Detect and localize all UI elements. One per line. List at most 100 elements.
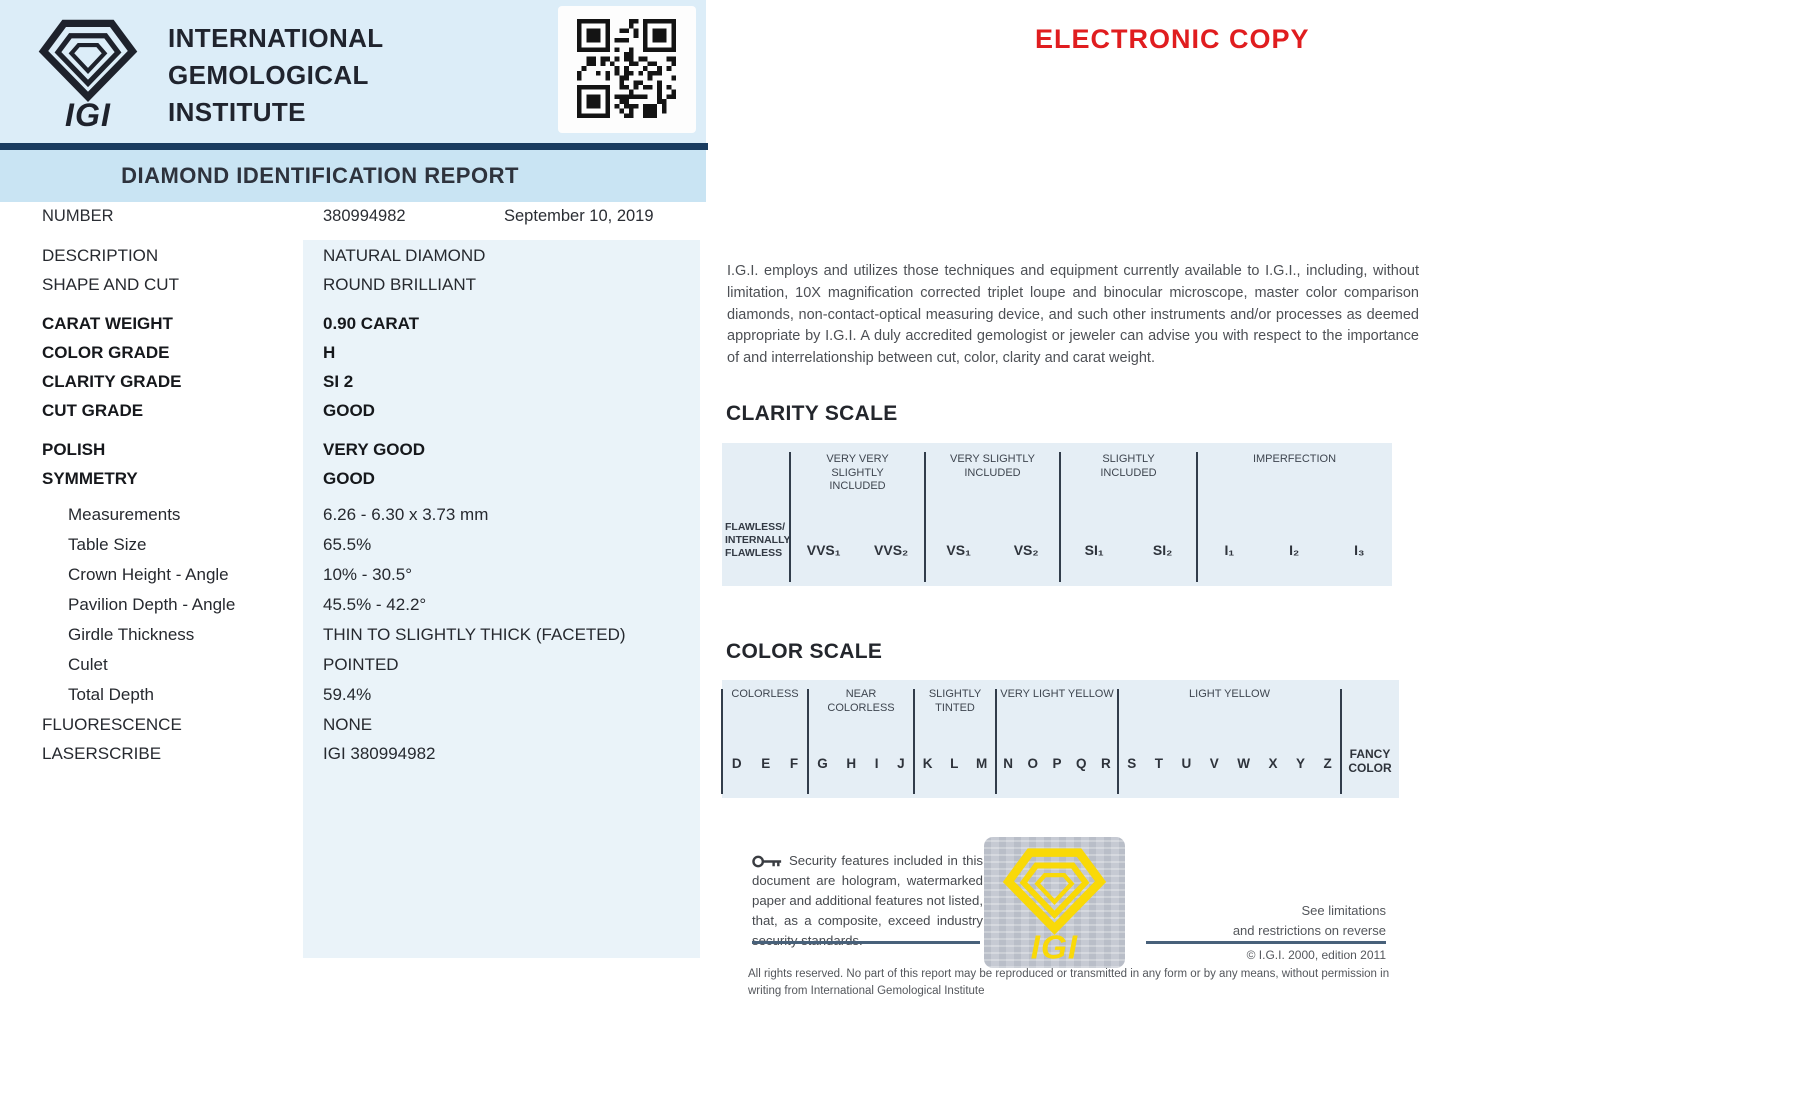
color-letter: K (922, 756, 933, 771)
attribute-row: CLARITY GRADE SI 2 (0, 372, 700, 401)
clarity-group-header: SLIGHTLY INCLUDED (1060, 443, 1197, 480)
footer-rule-right (1146, 941, 1386, 944)
igi-diamond-logo-icon: IGI (38, 19, 138, 130)
color-letter: Z (1323, 756, 1332, 771)
attribute-value: 59.4% (323, 685, 372, 704)
report-date: September 10, 2019 (504, 207, 654, 225)
color-fancy-cell: FANCY COLOR (1340, 680, 1399, 798)
color-letter: H (846, 756, 857, 771)
color-letter: Y (1295, 756, 1305, 771)
attribute-label: Measurements (68, 505, 181, 524)
clarity-group: VERY VERY SLIGHTLY INCLUDED VVS₁ VVS₂ (789, 443, 925, 586)
color-letter: D (731, 756, 742, 771)
fancy-color-line: COLOR (1348, 761, 1392, 775)
attribute-row: CUT GRADE GOOD (0, 401, 700, 430)
clarity-grades: VS₁ VS₂ (925, 542, 1060, 558)
color-header-line: COLORLESS (827, 701, 895, 714)
copyright-line: © I.G.I. 2000, edition 2011 (1246, 948, 1386, 962)
clarity-group: IMPERFECTION I₁ I₂ I₃ (1196, 443, 1392, 586)
header-band: IGI INTERNATIONAL GEMOLOGICAL INSTITUTE (0, 0, 706, 143)
clarity-grade-label: VS₁ (946, 542, 971, 558)
attribute-label: Culet (68, 655, 108, 674)
attribute-label: FLUORESCENCE (42, 715, 182, 734)
color-group: SLIGHTLY TINTED K L M (913, 680, 996, 798)
attribute-row: Crown Height - Angle 10% - 30.5° (0, 565, 700, 595)
clarity-header-line: INCLUDED (964, 466, 1021, 479)
color-letter: X (1268, 756, 1278, 771)
report-title-band: DIAMOND IDENTIFICATION REPORT (0, 150, 706, 202)
attribute-value: 6.26 - 6.30 x 3.73 mm (323, 505, 489, 524)
color-letter: I (874, 756, 879, 771)
attribute-row: Pavilion Depth - Angle 45.5% - 42.2° (0, 595, 700, 625)
attribute-value: VERY GOOD (323, 440, 426, 459)
attribute-label: POLISH (42, 440, 106, 459)
brand-line: INTERNATIONAL (168, 23, 384, 53)
color-group: COLORLESS D E F (721, 680, 808, 798)
clarity-header-line: SLIGHTLY (831, 466, 884, 479)
attribute-label: CLARITY GRADE (42, 372, 182, 391)
clarity-scale: FLAWLESS/INTERNALLY FLAWLESS VERY VERY SLI… (722, 443, 1392, 586)
color-letter: W (1237, 756, 1250, 771)
color-header-line: VERY LIGHT YELLOW (1000, 688, 1114, 700)
security-note: Security features included in this docum… (752, 851, 983, 951)
attribute-value: 0.90 CARAT (323, 314, 420, 333)
attribute-row: SHAPE AND CUT ROUND BRILLIANT (0, 275, 700, 304)
attribute-value: GOOD (323, 469, 375, 488)
attribute-value: 65.5% (323, 535, 372, 554)
attribute-label: CUT GRADE (42, 401, 144, 420)
clarity-grade-label: VS₂ (1013, 542, 1039, 558)
color-letter: E (761, 756, 771, 771)
color-letter: P (1052, 756, 1062, 771)
attribute-row: Total Depth 59.4% (0, 685, 700, 715)
fancy-color-line: FANCY (1349, 747, 1391, 761)
all-rights-reserved-text: All rights reserved. No part of this rep… (748, 968, 1390, 997)
attribute-label: CARAT WEIGHT (42, 314, 173, 333)
color-letters: S T U V W X Y Z (1118, 756, 1341, 771)
clarity-flawless-line: FLAWLESS/ (725, 521, 786, 533)
clarity-header-line: SLIGHTLY (1102, 453, 1155, 465)
attribute-row: COLOR GRADE H (0, 343, 700, 372)
attribute-label: LASERSCRIBE (42, 744, 162, 763)
qr-code (576, 19, 677, 118)
attribute-row: Girdle Thickness THIN TO SLIGHTLY THICK … (0, 625, 700, 655)
attribute-value: ROUND BRILLIANT (323, 275, 477, 294)
color-group-header: NEAR COLORLESS (808, 680, 914, 715)
clarity-header-line: VERY VERY (826, 453, 889, 465)
clarity-flawless-line: INTERNALLY (725, 534, 791, 546)
clarity-scale-title: CLARITY SCALE (726, 402, 898, 425)
attribute-value: H (323, 343, 336, 362)
brand-line: INSTITUTE (168, 97, 306, 127)
color-letters: G H I J (808, 756, 914, 771)
color-header-line: COLORLESS (731, 688, 799, 700)
svg-text:IGI: IGI (65, 97, 111, 130)
hologram-watermark: IGI (984, 837, 1125, 968)
color-group-header: VERY LIGHT YELLOW (996, 680, 1118, 702)
svg-text:IGI: IGI (1031, 930, 1079, 963)
clarity-flawless-line: FLAWLESS (725, 547, 783, 559)
attribute-value: 45.5% - 42.2° (323, 595, 427, 614)
color-letters: D E F (722, 756, 808, 771)
color-scale-title: COLOR SCALE (726, 640, 883, 663)
attribute-label: Girdle Thickness (68, 625, 195, 644)
see-limitations-line: See limitations (1301, 903, 1386, 918)
see-limitations-note: See limitations and restrictions on rever… (1146, 901, 1386, 941)
color-header-line: LIGHT YELLOW (1189, 688, 1270, 700)
value-panel-background (303, 240, 700, 958)
attribute-row: FLUORESCENCE NONE (0, 715, 700, 744)
attribute-label: SYMMETRY (42, 469, 138, 488)
color-header-line: TINTED (935, 701, 975, 714)
attribute-label: DESCRIPTION (42, 246, 159, 265)
clarity-header-line: INCLUDED (829, 480, 886, 492)
color-header-line: SLIGHTLY (928, 688, 982, 700)
attribute-label: Pavilion Depth - Angle (68, 595, 236, 614)
attribute-value: SI 2 (323, 372, 354, 391)
attribute-value: GOOD (323, 401, 375, 420)
color-letter: F (789, 756, 799, 771)
attribute-value: IGI 380994982 (323, 744, 436, 763)
attribute-row: LASERSCRIBE IGI 380994982 (0, 744, 700, 773)
attribute-list: DESCRIPTION NATURAL DIAMOND SHAPE AND CU… (0, 246, 700, 773)
header-divider (0, 143, 708, 150)
color-group-header: COLORLESS (722, 680, 808, 702)
